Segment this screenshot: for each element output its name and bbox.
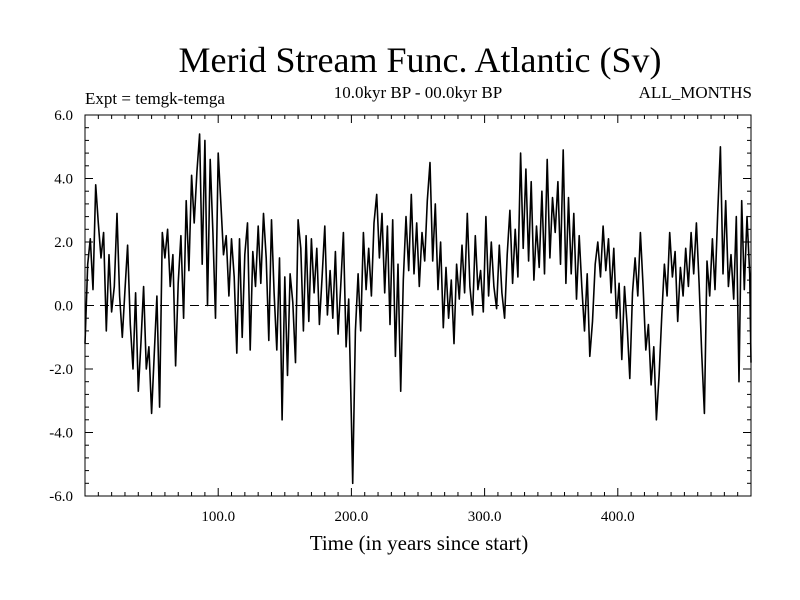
series-group	[84, 133, 752, 485]
axis-ticks	[85, 114, 751, 497]
chart-title: Merid Stream Func. Atlantic (Sv)	[179, 40, 662, 80]
y-tick-label: 4.0	[54, 172, 73, 188]
tick-labels: 6.0 4.0 2.0 0.0 -2.0 -4.0 -6.0 100.0 200.0 300.0 4…	[49, 108, 634, 525]
y-tick-label: 0.0	[54, 299, 73, 315]
x-axis-label: Time (in years since start)	[310, 531, 529, 555]
y-tick-label: 6.0	[54, 108, 73, 124]
time-range-label: 10.0kyr BP - 00.0kyr BP	[334, 83, 502, 102]
x-tick-label: 100.0	[201, 509, 235, 525]
x-tick-label: 400.0	[601, 509, 635, 525]
series-line	[84, 133, 752, 485]
y-tick-label: 2.0	[54, 235, 73, 251]
months-label: ALL_MONTHS	[639, 83, 752, 102]
y-tick-label: -4.0	[49, 426, 73, 442]
x-tick-label: 200.0	[335, 509, 369, 525]
x-tick-label: 300.0	[468, 509, 502, 525]
y-tick-label: -6.0	[49, 489, 73, 505]
y-tick-label: -2.0	[49, 362, 73, 378]
experiment-label: Expt = temgk-temga	[85, 89, 225, 108]
plot-frame	[84, 114, 752, 497]
